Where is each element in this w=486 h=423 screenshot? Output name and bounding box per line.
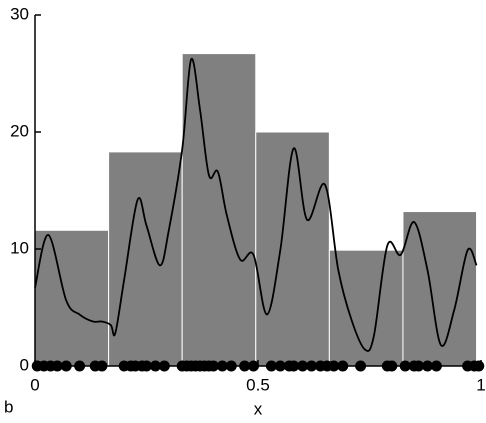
y-tick-label: 10: [10, 238, 29, 257]
bar: [255, 131, 330, 367]
x-tick-label: 0.5: [246, 375, 270, 394]
bar: [181, 53, 257, 367]
y-tick-label: 30: [10, 4, 29, 23]
x-tick-label: 1: [476, 375, 485, 394]
panel-label: b: [4, 397, 13, 416]
y-tick-label: 20: [10, 121, 29, 140]
bar: [108, 151, 183, 367]
bar: [328, 249, 404, 367]
bar: [34, 229, 110, 367]
x-tick-label: 0: [30, 375, 39, 394]
kde-line: [34, 57, 478, 352]
y-tick-label: 0: [20, 355, 29, 374]
x-axis-label: x: [254, 399, 263, 418]
